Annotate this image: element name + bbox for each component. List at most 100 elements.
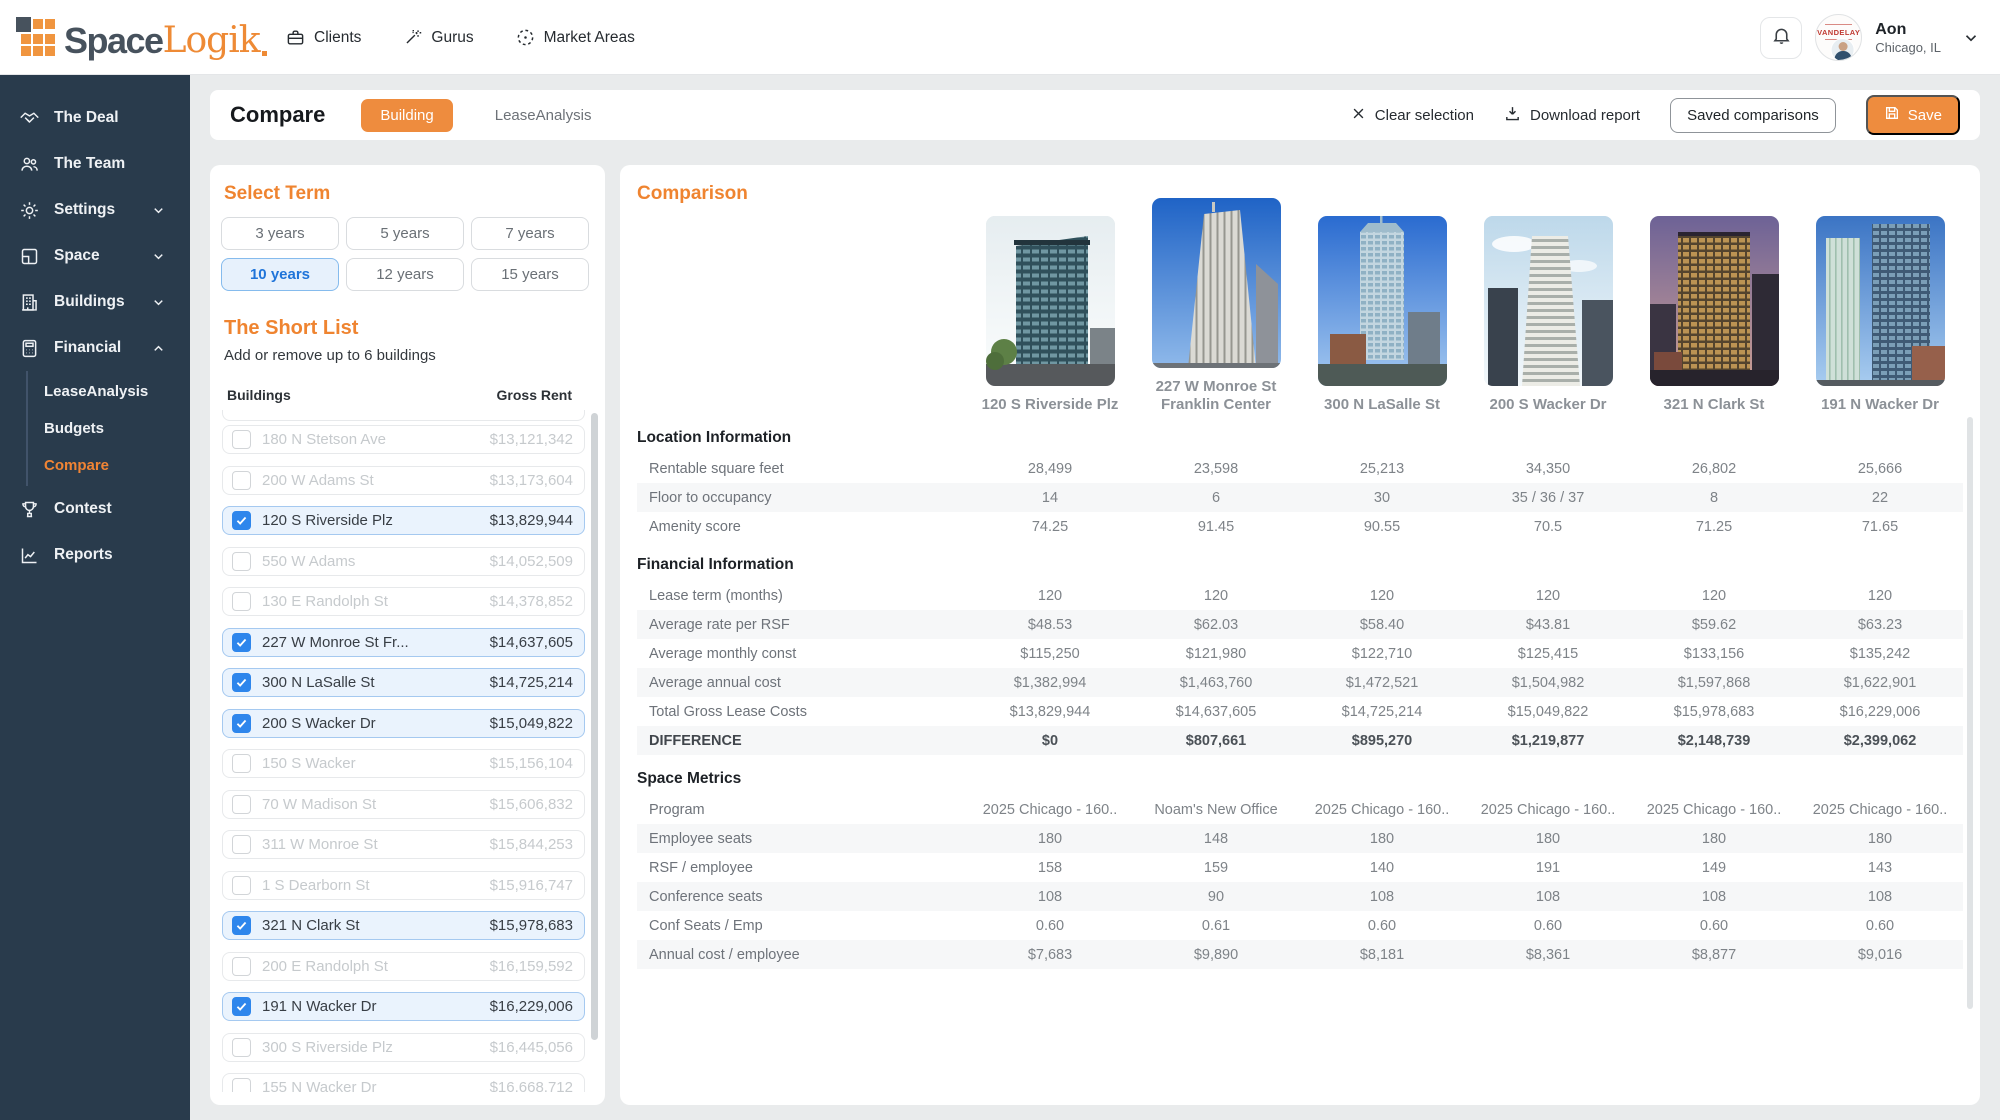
metric-value: 22: [1871, 489, 1889, 506]
building-column-header: 200 S Wacker Dr: [1465, 216, 1631, 414]
building-name: 227 W Monroe St Fr...: [262, 633, 409, 651]
building-checkbox[interactable]: [232, 430, 251, 449]
avatar[interactable]: VANDELAY: [1815, 14, 1863, 61]
building-checkbox[interactable]: [232, 1078, 251, 1092]
shortlist-row[interactable]: 150 S Wacker $15,156,104: [222, 749, 585, 778]
term-button-15-years[interactable]: 15 years: [471, 258, 589, 291]
shortlist-row[interactable]: 300 N LaSalle St $14,725,214: [222, 668, 585, 697]
building-checkbox[interactable]: [232, 875, 251, 895]
building-checkbox[interactable]: [232, 713, 251, 733]
building-checkbox[interactable]: [232, 794, 251, 814]
term-button-10-years[interactable]: 10 years: [221, 258, 339, 291]
shortlist-row[interactable]: 227 W Monroe St Fr... $14,637,605: [222, 627, 585, 657]
sidebar-item-financial[interactable]: Financial: [0, 325, 190, 371]
sidebar-item-contest[interactable]: Contest: [0, 486, 190, 532]
building-name: 200 W Adams St: [262, 471, 374, 489]
metric-label: Average rate per RSF: [649, 616, 790, 633]
notifications-button[interactable]: [1760, 16, 1803, 59]
building-checkbox[interactable]: [232, 551, 251, 571]
nav-gurus[interactable]: Gurus: [403, 28, 474, 47]
tab-leaseanalysis[interactable]: LeaseAnalysis: [494, 106, 592, 124]
sidebar-item-the-deal[interactable]: The Deal: [0, 95, 190, 141]
metric-label: Annual cost / employee: [649, 946, 800, 963]
metric-value: 25,666: [1857, 460, 1903, 477]
term-button-7-years[interactable]: 7 years: [471, 217, 589, 250]
sidebar-item-space[interactable]: Space: [0, 233, 190, 279]
clear-selection-button[interactable]: Clear selection: [1351, 106, 1474, 125]
building-checkbox[interactable]: [232, 916, 251, 935]
shortlist-row[interactable]: 200 S Wacker Dr $15,049,822: [222, 708, 585, 738]
sidebar-item-the-team[interactable]: The Team: [0, 141, 190, 187]
metric-value: 0.61: [1201, 917, 1231, 934]
metric-value: 108: [1535, 888, 1561, 905]
shortlist-row[interactable]: 191 N Wacker Dr $16,229,006: [222, 992, 585, 1021]
sidebar-item-settings[interactable]: Settings: [0, 187, 190, 233]
comparison-row: Average monthly const $115,250 $121,980 $12…: [637, 639, 1963, 668]
save-label: Save: [1907, 106, 1942, 124]
comparison-row: Floor to occupancy 14 6 30 35 / 36 / 37 8 22: [637, 483, 1963, 512]
nav-market-areas[interactable]: Market Areas: [516, 28, 635, 47]
spacelogik-logo[interactable]: Space Logik: [14, 15, 267, 59]
sidebar-item-budgets[interactable]: Budgets: [44, 420, 104, 437]
building-checkbox[interactable]: [232, 754, 251, 773]
building-checkbox[interactable]: [232, 956, 251, 976]
shortlist-row[interactable]: 550 W Adams $14,052,509: [222, 546, 585, 576]
shortlist-row[interactable]: 311 W Monroe St $15,844,253: [222, 830, 585, 859]
metric-label: Amenity score: [649, 518, 741, 535]
building-checkbox[interactable]: [232, 835, 251, 854]
building-checkbox[interactable]: [232, 1037, 251, 1057]
comparison-scrollbar[interactable]: [1967, 417, 1973, 1009]
metric-value: 90: [1207, 888, 1225, 905]
building-checkbox[interactable]: [232, 470, 251, 490]
shortlist-row[interactable]: 130 E Randolph St $14,378,852: [222, 587, 585, 616]
tab-building[interactable]: Building: [361, 98, 453, 132]
metric-value: 0.60: [1367, 917, 1397, 934]
metric-value: 0.60: [1533, 917, 1563, 934]
sidebar-item-buildings[interactable]: Buildings: [0, 279, 190, 325]
shortlist-row[interactable]: 155 N Wacker Dr $16,668,712: [222, 1073, 585, 1092]
chevron-down-icon[interactable]: [1962, 29, 1980, 47]
comparison-row: Program 2025 Chicago - 160.. Noam's New Of…: [637, 795, 1963, 824]
term-button-3-years[interactable]: 3 years: [221, 217, 339, 250]
shortlist-row[interactable]: 1 S Dearborn St $15,916,747: [222, 870, 585, 900]
save-button[interactable]: Save: [1865, 95, 1960, 135]
building-checkbox[interactable]: [232, 632, 251, 652]
shortlist-rows[interactable]: 180 N Stetson Ave $13,121,342 200 W Adams …: [222, 410, 585, 1092]
shortlist-title: The Short List: [224, 317, 359, 339]
clear-selection-label: Clear selection: [1374, 106, 1474, 124]
building-gross-rent: $13,829,944: [489, 512, 573, 529]
shortlist-row[interactable]: 180 N Stetson Ave $13,121,342: [222, 425, 585, 454]
shortlist-row[interactable]: 321 N Clark St $15,978,683: [222, 911, 585, 940]
nav-market-areas-label: Market Areas: [543, 28, 635, 46]
building-name: 300 N LaSalle St: [262, 674, 375, 691]
building-name: 120 S Riverside Plz: [262, 512, 393, 529]
nav-clients[interactable]: Clients: [286, 28, 361, 47]
shortlist-row[interactable]: 120 S Riverside Plz $13,829,944: [222, 506, 585, 535]
sidebar-item-leaseanalysis[interactable]: LeaseAnalysis: [44, 383, 149, 400]
user-info[interactable]: Aon Chicago, IL: [1875, 20, 1941, 54]
metric-value: $0: [1041, 732, 1059, 749]
shortlist-row[interactable]: 200 E Randolph St $16,159,592: [222, 951, 585, 981]
sidebar-item-compare[interactable]: Compare: [44, 457, 110, 474]
metric-value: $1,622,901: [1843, 674, 1917, 691]
metric-value: $2,148,739: [1677, 732, 1751, 749]
sidebar-item-reports[interactable]: Reports: [0, 532, 190, 578]
building-checkbox[interactable]: [232, 673, 251, 692]
building-checkbox[interactable]: [232, 997, 251, 1016]
shortlist-row[interactable]: 300 S Riverside Plz $16,445,056: [222, 1032, 585, 1062]
metric-label: Lease term (months): [649, 587, 783, 604]
term-button-5-years[interactable]: 5 years: [346, 217, 464, 250]
building-checkbox[interactable]: [232, 511, 251, 530]
shortlist-row[interactable]: 70 W Madison St $15,606,832: [222, 789, 585, 819]
building-checkbox[interactable]: [232, 592, 251, 611]
building-name: 130 E Randolph St: [262, 593, 388, 610]
shortlist-scrollbar[interactable]: [591, 413, 598, 1040]
gear-icon: [18, 199, 40, 221]
saved-comparisons-button[interactable]: Saved comparisons: [1670, 97, 1836, 133]
term-button-12-years[interactable]: 12 years: [346, 258, 464, 291]
buildings-column-header: Buildings: [227, 387, 291, 403]
metric-value: 120: [1203, 587, 1229, 604]
metric-value: 108: [1701, 888, 1727, 905]
download-report-button[interactable]: Download report: [1504, 105, 1640, 126]
shortlist-row[interactable]: 200 W Adams St $13,173,604: [222, 465, 585, 495]
